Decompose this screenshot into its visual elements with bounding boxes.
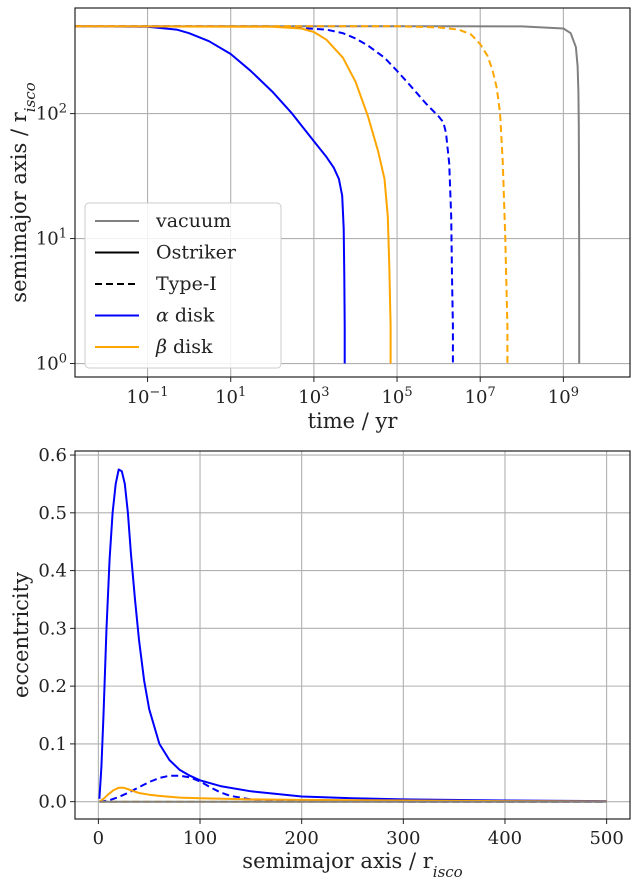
- top-series-line-2: [75, 25, 454, 364]
- bottom-x-tick-label: 200: [284, 828, 318, 849]
- bottom-series-line-0: [98, 468, 607, 803]
- bottom-y-tick-label: 0.0: [38, 792, 67, 813]
- bottom-x-axis-label: semimajor axis / risco: [242, 849, 462, 881]
- bottom-y-tick-label: 0.1: [38, 734, 67, 755]
- top-y-ticks: 100 101 102: [36, 101, 75, 375]
- top-x-tick-label: 109: [548, 385, 579, 409]
- top-panel-semimajor-vs-time: 10−1 101 103 105 107 109 100 101 102 time / yr sem…: [7, 7, 631, 433]
- bottom-y-tick-label: 0.6: [38, 445, 67, 466]
- bottom-plot-frame: [74, 450, 631, 820]
- top-x-tick-label: 103: [298, 385, 329, 409]
- top-series-line-3: [74, 25, 392, 364]
- legend-entry-label: Ostriker: [156, 242, 237, 264]
- legend-entry-label: vacuum: [155, 210, 231, 232]
- top-x-tick-label: 107: [465, 385, 496, 409]
- top-x-tick-label: 101: [215, 385, 246, 409]
- bottom-gridlines: [75, 451, 630, 819]
- legend-entry-label: Type-I: [156, 273, 217, 295]
- top-series: [74, 25, 581, 364]
- top-x-axis-label: time / yr: [308, 409, 399, 433]
- top-y-tick-label: 100: [36, 351, 67, 375]
- bottom-x-tick-label: 0: [93, 828, 104, 849]
- bottom-series-line-2: [98, 786, 607, 803]
- top-plot-frame: [74, 7, 631, 378]
- top-x-tick-label: 10−1: [127, 385, 169, 409]
- legend-box: [84, 202, 282, 369]
- top-series-line-1: [74, 25, 346, 364]
- bottom-y-tick-label: 0.5: [38, 503, 67, 524]
- bottom-y-ticks: 0.0 0.1 0.2 0.3 0.4 0.5 0.6: [38, 445, 75, 813]
- bottom-series: [98, 468, 607, 803]
- top-series-line-4: [75, 25, 509, 364]
- bottom-x-tick-label: 100: [183, 828, 217, 849]
- top-legend: vacuum Ostriker Type-I α disk β disk: [84, 202, 282, 369]
- top-x-tick-label: 105: [381, 385, 412, 409]
- legend-entry-label: β disk: [155, 336, 213, 358]
- bottom-y-tick-label: 0.3: [38, 618, 67, 639]
- top-y-axis-label: semimajor axis / risco: [7, 82, 39, 302]
- bottom-panel-eccentricity-vs-semimajor: 0 100 200 300 400 500 0.0 0.1 0.2 0.3 0.4 0.5 0.6 sem…: [9, 445, 631, 881]
- top-y-tick-label: 102: [36, 101, 67, 125]
- legend-entry-label: α disk: [156, 305, 215, 327]
- bottom-x-tick-label: 300: [386, 828, 420, 849]
- bottom-y-tick-label: 0.4: [38, 561, 67, 582]
- top-series-line-0: [75, 25, 581, 364]
- top-x-ticks: 10−1 101 103 105 107 109: [127, 377, 579, 408]
- bottom-x-tick-label: 400: [488, 828, 522, 849]
- bottom-x-tick-label: 500: [589, 828, 623, 849]
- bottom-y-axis-label: eccentricity: [9, 572, 33, 698]
- bottom-y-tick-label: 0.2: [38, 676, 67, 697]
- bottom-x-ticks: 0 100 200 300 400 500: [93, 819, 624, 849]
- top-y-tick-label: 101: [36, 226, 67, 250]
